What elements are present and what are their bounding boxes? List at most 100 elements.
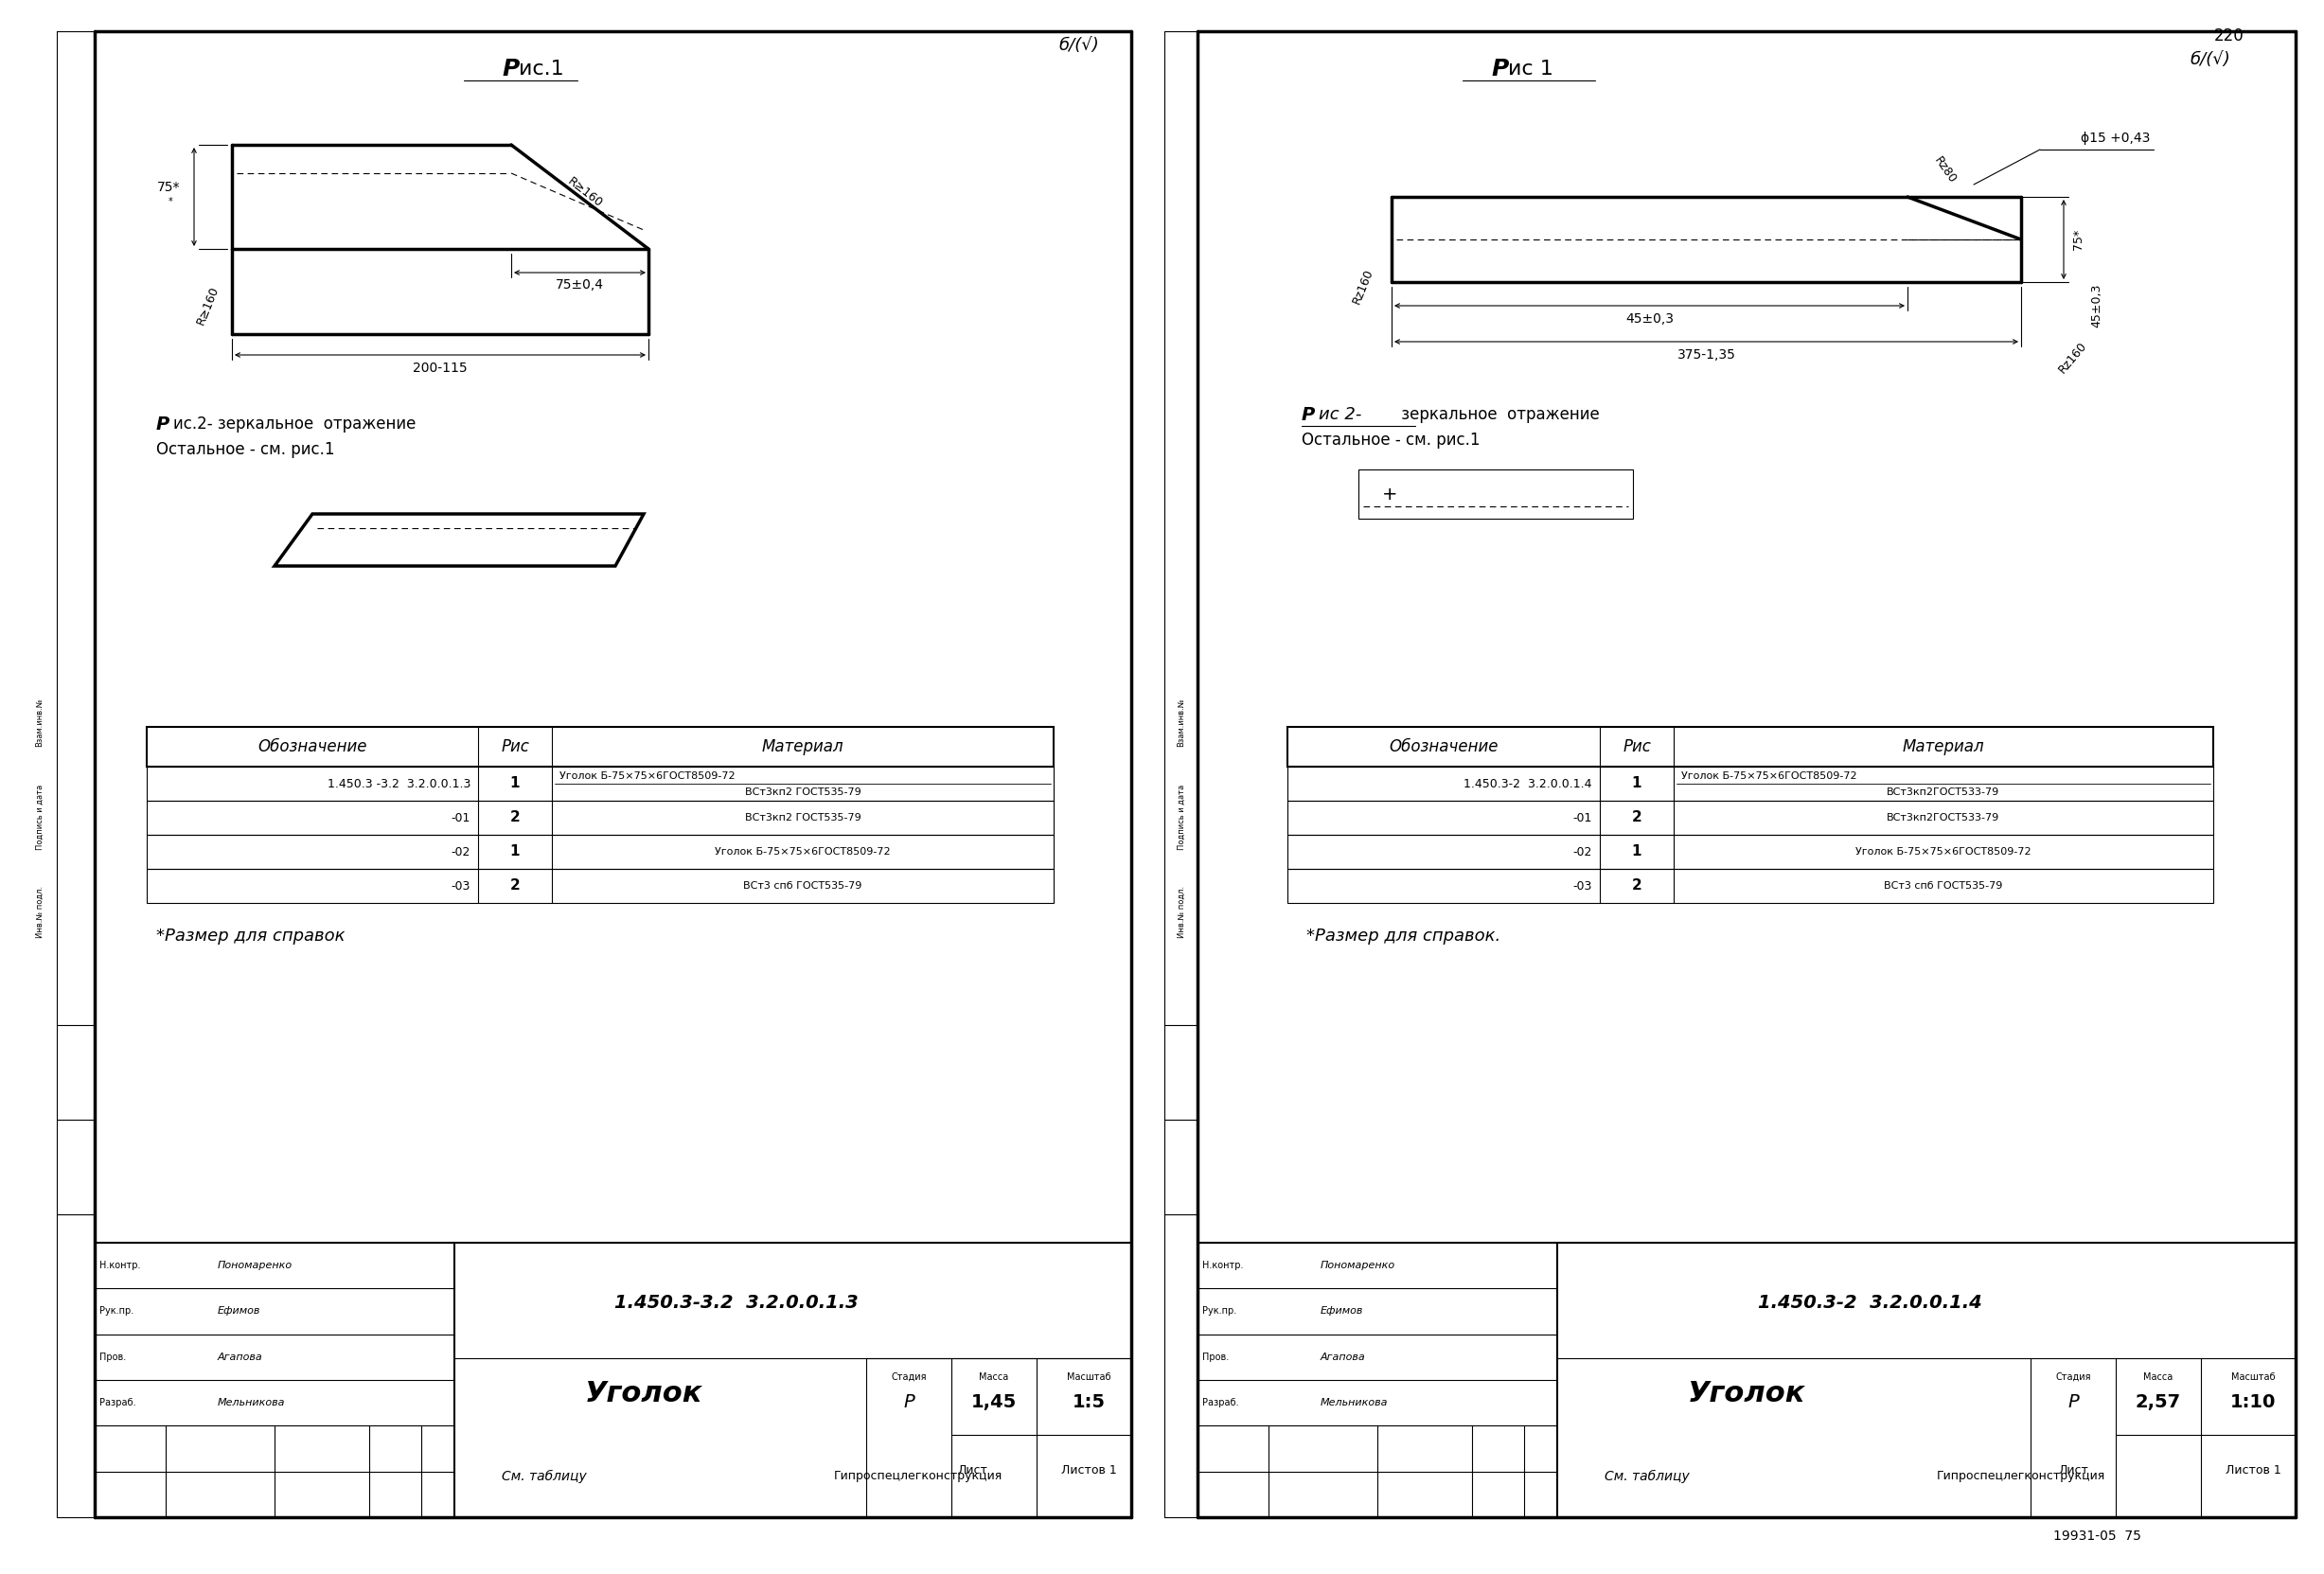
Text: Уголок Б-75×75×6ГОСТ8509-72: Уголок Б-75×75×6ГОСТ8509-72 [560, 771, 734, 781]
Text: Р: Р [156, 416, 170, 433]
Text: 19931-05  75: 19931-05 75 [2052, 1530, 2140, 1543]
Text: Р: Р [2068, 1393, 2078, 1410]
Text: Р: Р [1301, 406, 1315, 423]
Text: ис.2- зеркальное  отражение: ис.2- зеркальное отражение [174, 416, 416, 433]
Text: зеркальное  отражение: зеркальное отражение [1397, 406, 1599, 423]
Text: Уголок: Уголок [586, 1380, 702, 1407]
Text: Гипроспецлегконструкция: Гипроспецлегконструкция [834, 1470, 1002, 1483]
Text: Уголок Б-75×75×6ГОСТ8509-72: Уголок Б-75×75×6ГОСТ8509-72 [1680, 771, 1857, 781]
Text: 1: 1 [509, 776, 521, 790]
Text: Материал: Материал [762, 738, 844, 756]
Text: -01: -01 [451, 812, 469, 823]
Text: 75*: 75* [156, 181, 179, 194]
Text: Обозначение: Обозначение [1390, 738, 1499, 756]
Text: 2: 2 [1631, 811, 1641, 825]
Text: б/(√): б/(√) [2189, 50, 2231, 68]
Text: Листов 1: Листов 1 [1060, 1464, 1116, 1476]
Text: Н.контр.: Н.контр. [100, 1261, 139, 1270]
Text: Масса: Масса [978, 1373, 1009, 1382]
Text: Ефимов: Ефимов [218, 1306, 260, 1316]
Text: Обозначение: Обозначение [258, 738, 367, 756]
Text: Агапова: Агапова [218, 1352, 263, 1362]
Text: 2: 2 [509, 878, 521, 892]
Text: Гипроспецлегконструкция: Гипроспецлегконструкция [1936, 1470, 2106, 1483]
Text: 2: 2 [1631, 878, 1641, 892]
Text: Стадия: Стадия [2054, 1373, 2092, 1382]
Text: ВСт3 спб ГОСТ535-79: ВСт3 спб ГОСТ535-79 [744, 881, 862, 891]
Bar [1287, 727, 2212, 767]
Text: 375-1,35: 375-1,35 [1678, 348, 1736, 362]
Text: Лист: Лист [2059, 1464, 2089, 1476]
Text: 1:10: 1:10 [2231, 1393, 2275, 1410]
Polygon shape [274, 515, 644, 567]
Text: -02: -02 [1573, 845, 1592, 858]
Bar [146, 869, 1053, 903]
Text: Разраб.: Разраб. [1202, 1398, 1239, 1407]
Bar [1287, 767, 2212, 801]
Text: Взам.инв.№: Взам.инв.№ [35, 697, 44, 746]
Text: Ефимов: Ефимов [1320, 1306, 1364, 1316]
Text: Инв.№ подл.: Инв.№ подл. [1178, 885, 1185, 938]
Text: Пономаренко: Пономаренко [218, 1261, 293, 1270]
Text: б/(√): б/(√) [1060, 36, 1099, 54]
Text: 1.450.3-2  3.2.0.0.1.4: 1.450.3-2 3.2.0.0.1.4 [1464, 778, 1592, 790]
Text: 2: 2 [509, 811, 521, 825]
Bar [1287, 869, 2212, 903]
Text: -03: -03 [451, 880, 469, 892]
Text: -01: -01 [1573, 812, 1592, 823]
Bar [146, 801, 1053, 834]
Text: Мельникова: Мельникова [218, 1398, 286, 1407]
Text: Материал: Материал [1903, 738, 1985, 756]
Text: ВСт3кп2ГОСТ533-79: ВСт3кп2ГОСТ533-79 [1887, 814, 2001, 823]
Text: Rz160: Rz160 [2057, 340, 2089, 376]
Text: 1,45: 1,45 [971, 1393, 1018, 1410]
Text: Р: Р [904, 1393, 913, 1410]
Text: 1.450.3 -3.2  3.2.0.0.1.3: 1.450.3 -3.2 3.2.0.0.1.3 [328, 778, 469, 790]
Text: ис.1: ис.1 [518, 60, 565, 79]
Text: Остальное - см. рис.1: Остальное - см. рис.1 [156, 441, 335, 458]
Text: 1: 1 [509, 845, 521, 859]
Text: ВСт3 спб ГОСТ535-79: ВСт3 спб ГОСТ535-79 [1885, 881, 2003, 891]
Text: *Размер для справок: *Размер для справок [156, 927, 344, 944]
Text: Масштаб: Масштаб [1067, 1373, 1111, 1382]
Text: ϕ15 +0,43: ϕ15 +0,43 [2080, 132, 2150, 145]
Text: Рук.пр.: Рук.пр. [100, 1306, 135, 1316]
Text: ис 2-: ис 2- [1318, 406, 1362, 423]
Text: 1: 1 [1631, 776, 1641, 790]
Text: Подпись и дата: Подпись и дата [35, 784, 44, 850]
Text: Пров.: Пров. [1202, 1352, 1229, 1362]
Text: Уголок Б-75×75×6ГОСТ8509-72: Уголок Б-75×75×6ГОСТ8509-72 [1855, 847, 2031, 856]
Text: 200-115: 200-115 [414, 362, 467, 375]
Text: Взам.инв.№: Взам.инв.№ [1178, 697, 1185, 746]
Text: Rz80: Rz80 [1931, 154, 1959, 186]
Text: Р: Р [502, 58, 518, 80]
Text: Масса: Масса [2143, 1373, 2173, 1382]
Text: Уголок Б-75×75×6ГОСТ8509-72: Уголок Б-75×75×6ГОСТ8509-72 [716, 847, 890, 856]
Text: -03: -03 [1573, 880, 1592, 892]
Text: 1:5: 1:5 [1071, 1393, 1106, 1410]
Text: R≥160: R≥160 [195, 285, 221, 327]
Bar [1287, 834, 2212, 869]
Text: 45±0,3: 45±0,3 [1624, 312, 1673, 326]
Text: Рук.пр.: Рук.пр. [1202, 1306, 1236, 1316]
Bar [146, 767, 1053, 801]
Text: Рис: Рис [502, 738, 530, 756]
Text: Rz160: Rz160 [1350, 268, 1376, 307]
Text: *Размер для справок.: *Размер для справок. [1306, 927, 1501, 944]
Text: ВСт3кп2 ГОСТ535-79: ВСт3кп2 ГОСТ535-79 [744, 787, 860, 796]
Text: ВСт3кп2 ГОСТ535-79: ВСт3кп2 ГОСТ535-79 [744, 814, 860, 823]
Text: См. таблицу: См. таблицу [502, 1470, 586, 1483]
Text: R≥160: R≥160 [565, 175, 604, 209]
Text: -02: -02 [451, 845, 469, 858]
Text: Пров.: Пров. [100, 1352, 125, 1362]
Text: 1.450.3-3.2  3.2.0.0.1.3: 1.450.3-3.2 3.2.0.0.1.3 [614, 1294, 858, 1313]
Text: +: + [1383, 486, 1397, 504]
Text: 45±0,3: 45±0,3 [2092, 283, 2103, 327]
Text: Уголок: Уголок [1687, 1380, 1806, 1407]
Text: Масштаб: Масштаб [2231, 1373, 2275, 1382]
Text: Остальное - см. рис.1: Остальное - см. рис.1 [1301, 431, 1480, 449]
Text: Подпись и дата: Подпись и дата [1178, 784, 1185, 850]
Text: ВСт3кп2ГОСТ533-79: ВСт3кп2ГОСТ533-79 [1887, 787, 2001, 796]
Text: 75±0,4: 75±0,4 [555, 279, 604, 291]
Text: Мельникова: Мельникова [1320, 1398, 1387, 1407]
